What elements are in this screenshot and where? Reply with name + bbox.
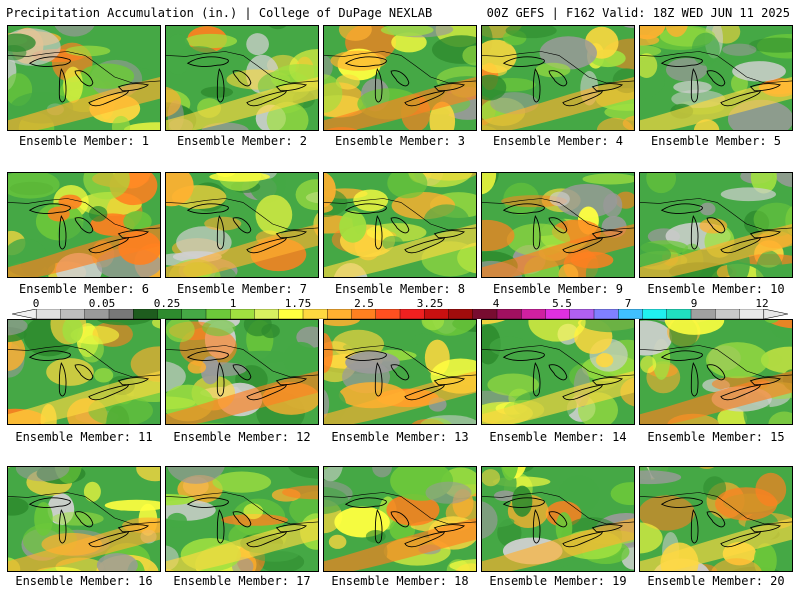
ensemble-member-map — [639, 25, 793, 131]
ensemble-member-map — [165, 172, 319, 278]
legend-color-swatch — [521, 309, 546, 319]
color-scale-legend — [12, 309, 788, 319]
ensemble-member-label: Ensemble Member: 16 — [15, 574, 153, 588]
ensemble-member-label: Ensemble Member: 17 — [173, 574, 311, 588]
legend-color-swatch — [642, 309, 668, 319]
map-title: Precipitation Accumulation (in.) | Colle… — [6, 6, 433, 20]
ensemble-member-label: Ensemble Member: 18 — [331, 574, 469, 588]
ensemble-member-map — [323, 25, 477, 131]
legend-tick-label: 5.5 — [552, 297, 572, 310]
ensemble-member-map — [323, 172, 477, 278]
ensemble-member-map — [481, 25, 635, 131]
ensemble-member-map — [481, 466, 635, 572]
legend-arrow-left — [12, 309, 37, 319]
legend-color-swatch — [205, 309, 231, 319]
ensemble-member-label: Ensemble Member: 3 — [334, 134, 466, 148]
legend-tick-label: 2.5 — [354, 297, 374, 310]
legend-color-swatch — [157, 309, 183, 319]
legend-color-swatch — [108, 309, 134, 319]
ensemble-member-map — [323, 466, 477, 572]
ensemble-member-label: Ensemble Member: 19 — [489, 574, 627, 588]
legend-color-swatch — [302, 309, 328, 319]
legend-tick-label: 3.25 — [416, 297, 444, 310]
ensemble-member-map — [481, 172, 635, 278]
legend-color-swatch — [60, 309, 86, 319]
legend-color-swatch — [739, 309, 765, 319]
legend-color-swatch — [399, 309, 425, 319]
ensemble-member-label: Ensemble Member: 6 — [18, 282, 150, 296]
legend-color-swatch — [181, 309, 207, 319]
legend-color-swatch — [133, 309, 158, 319]
ensemble-member-map — [323, 319, 477, 425]
ensemble-member-label: Ensemble Member: 13 — [331, 430, 469, 444]
ensemble-member-label: Ensemble Member: 20 — [647, 574, 785, 588]
legend-color-swatch — [278, 309, 304, 319]
ensemble-member-label: Ensemble Member: 12 — [173, 430, 311, 444]
run-info: 00Z GEFS | F162 Valid: 18Z WED JUN 11 20… — [486, 6, 790, 20]
ensemble-member-label: Ensemble Member: 11 — [15, 430, 153, 444]
ensemble-member-label: Ensemble Member: 9 — [492, 282, 624, 296]
legend-color-swatch — [84, 309, 110, 319]
legend-color-swatch — [618, 309, 643, 319]
ensemble-member-map — [639, 466, 793, 572]
legend-color-swatch — [569, 309, 595, 319]
legend-tick-label: 0.05 — [88, 297, 116, 310]
ensemble-member-label: Ensemble Member: 10 — [647, 282, 785, 296]
legend-tick-label: 4 — [492, 297, 500, 310]
legend-color-swatch — [715, 309, 740, 319]
ensemble-member-map — [639, 172, 793, 278]
legend-color-swatch — [448, 309, 474, 319]
legend-tick-label: 1.75 — [284, 297, 312, 310]
ensemble-member-map — [165, 319, 319, 425]
ensemble-member-map — [7, 172, 161, 278]
ensemble-member-label: Ensemble Member: 1 — [18, 134, 150, 148]
ensemble-member-map — [7, 25, 161, 131]
legend-arrow-right — [763, 309, 788, 319]
ensemble-member-label: Ensemble Member: 2 — [176, 134, 308, 148]
legend-color-swatch — [593, 309, 619, 319]
legend-color-swatch — [496, 309, 522, 319]
legend-tick-label: 9 — [690, 297, 698, 310]
legend-color-swatch — [375, 309, 401, 319]
legend-tick-label: 1 — [229, 297, 237, 310]
ensemble-member-label: Ensemble Member: 4 — [492, 134, 624, 148]
legend-color-swatch — [690, 309, 716, 319]
ensemble-member-label: Ensemble Member: 15 — [647, 430, 785, 444]
ensemble-member-map — [7, 319, 161, 425]
legend-tick-label: 0.25 — [153, 297, 181, 310]
legend-tick-label: 7 — [624, 297, 632, 310]
ensemble-member-label: Ensemble Member: 5 — [650, 134, 782, 148]
ensemble-member-label: Ensemble Member: 8 — [334, 282, 466, 296]
legend-color-swatch — [36, 309, 61, 319]
legend-color-swatch — [327, 309, 352, 319]
legend-color-swatch — [254, 309, 280, 319]
ensemble-member-label: Ensemble Member: 14 — [489, 430, 627, 444]
ensemble-member-map — [639, 319, 793, 425]
legend-color-swatch — [666, 309, 692, 319]
legend-color-swatch — [472, 309, 498, 319]
ensemble-member-label: Ensemble Member: 7 — [176, 282, 308, 296]
legend-tick-label: 12 — [755, 297, 769, 310]
legend-color-swatch — [545, 309, 571, 319]
legend-color-swatch — [351, 309, 377, 319]
legend-color-swatch — [424, 309, 449, 319]
legend-tick-label: 0 — [32, 297, 40, 310]
legend-color-swatch — [230, 309, 255, 319]
ensemble-member-map — [165, 466, 319, 572]
ensemble-member-map — [7, 466, 161, 572]
ensemble-member-map — [481, 319, 635, 425]
ensemble-member-map — [165, 25, 319, 131]
